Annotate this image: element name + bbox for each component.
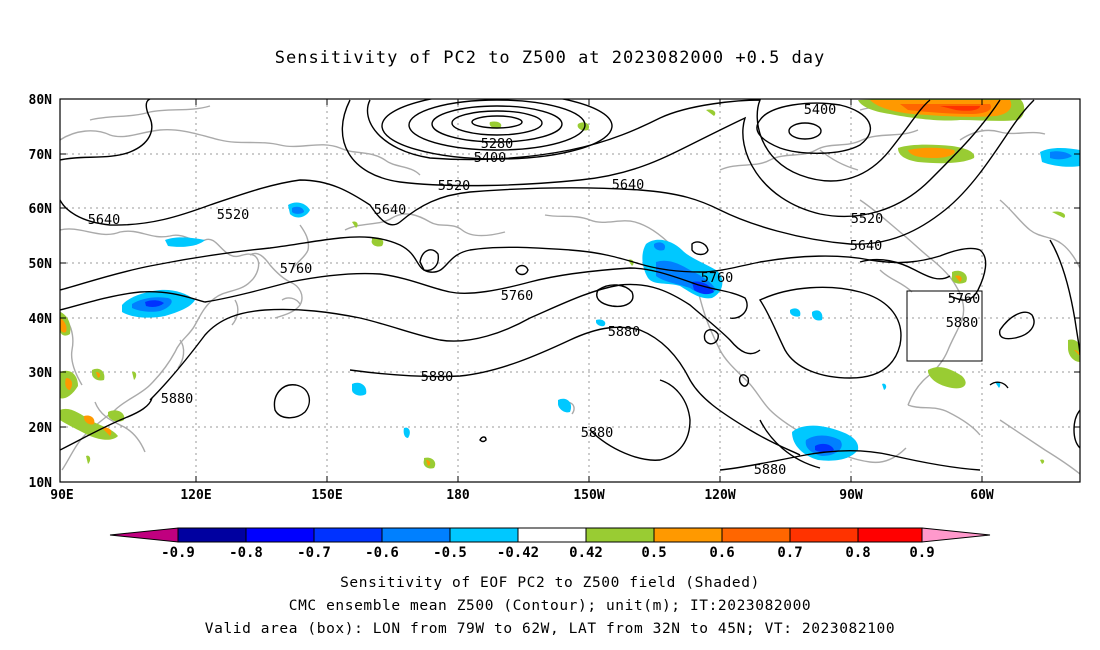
contour-label: 5880 [421,369,454,385]
valid-area-box [906,290,983,362]
colorbar-label: 0.6 [709,545,734,561]
colorbar-swatch [449,527,519,543]
lat-label: 60N [29,202,53,217]
colorbar-labels: -0.9 -0.8 -0.7 -0.6 -0.5 -0.42 0.42 0.5 … [161,545,935,561]
colorbar-swatch [585,527,655,543]
contour-label: 5280 [481,136,514,152]
contour-label: 5400 [804,102,837,118]
colorbar-label: 0.8 [845,545,870,561]
colorbar-swatch [789,527,859,543]
colorbar-label: 0.42 [569,545,603,561]
lon-label: 150W [573,488,604,503]
contour-label: 5880 [581,425,614,441]
sensitivity-shading [60,99,1080,469]
lon-labels: 90E 120E 150E 180 150W 120W 90W 60W [50,488,994,503]
lat-label: 70N [29,148,53,163]
colorbar-swatch [177,527,247,543]
gridlines [60,99,1080,482]
colorbar-swatch [381,527,451,543]
contour-label: 5880 [946,315,979,331]
colorbar-label: -0.8 [229,545,263,561]
axis-ticks [60,98,1080,483]
contour-label: 5640 [374,202,407,218]
contour-label: 5640 [88,212,121,228]
contour-label: 5880 [161,391,194,407]
map-frame [59,98,1081,483]
contour-label: 5760 [948,291,981,307]
plot-title: Sensitivity of PC2 to Z500 at 2023082000… [274,48,826,68]
contour-label: 5760 [701,270,734,286]
colorbar-swatch [245,527,315,543]
lon-label: 120W [704,488,735,503]
colorbar-swatch [721,527,791,543]
contour-label: 5520 [438,178,471,194]
lon-label: 180 [446,488,470,503]
colorbar-label: -0.5 [433,545,467,561]
colorbar-swatch [921,527,991,543]
contour-label: 5640 [850,238,883,254]
lat-label: 20N [29,421,53,436]
footer-line-3: Valid area (box): LON from 79W to 62W, L… [204,621,896,637]
contour-label: 5520 [851,211,884,227]
footer-line-2: CMC ensemble mean Z500 (Contour); unit(m… [288,598,812,614]
colorbar-label: -0.42 [497,545,539,561]
z500-contours [60,99,1080,471]
colorbar-label: 0.9 [909,545,934,561]
colorbar [109,527,991,543]
colorbar-label: 0.5 [641,545,666,561]
colorbar-label: -0.7 [297,545,331,561]
contour-label: 5760 [280,261,313,277]
colorbar-label: -0.9 [161,545,195,561]
lat-label: 10N [29,476,53,491]
colorbar-swatch [517,527,587,543]
colorbar-swatch [109,527,179,543]
contour-label: 5520 [217,207,250,223]
lat-labels: 80N 70N 60N 50N 40N 30N 20N 10N [29,93,53,491]
colorbar-swatch [857,527,923,543]
lat-label: 30N [29,366,53,381]
colorbar-label: 0.7 [777,545,802,561]
lon-label: 120E [180,488,211,503]
colorbar-swatch [313,527,383,543]
colorbar-label: -0.6 [365,545,399,561]
footer-line-1: Sensitivity of EOF PC2 to Z500 field (Sh… [340,575,760,591]
colorbar-swatch [653,527,723,543]
contour-label: 5400 [474,150,507,166]
contour-label: 5760 [501,288,534,304]
lat-label: 40N [29,312,53,327]
lat-label: 50N [29,257,53,272]
contour-label: 5640 [612,177,645,193]
lon-label: 150E [311,488,342,503]
contour-label: 5880 [608,324,641,340]
lon-label: 90W [839,488,863,503]
lon-label: 60W [970,488,994,503]
contour-labels: 5280 5400 5400 5520 5520 5520 5640 5640 … [88,102,981,478]
lat-label: 80N [29,93,53,108]
contour-label: 5880 [754,462,787,478]
lon-label: 90E [50,488,73,503]
